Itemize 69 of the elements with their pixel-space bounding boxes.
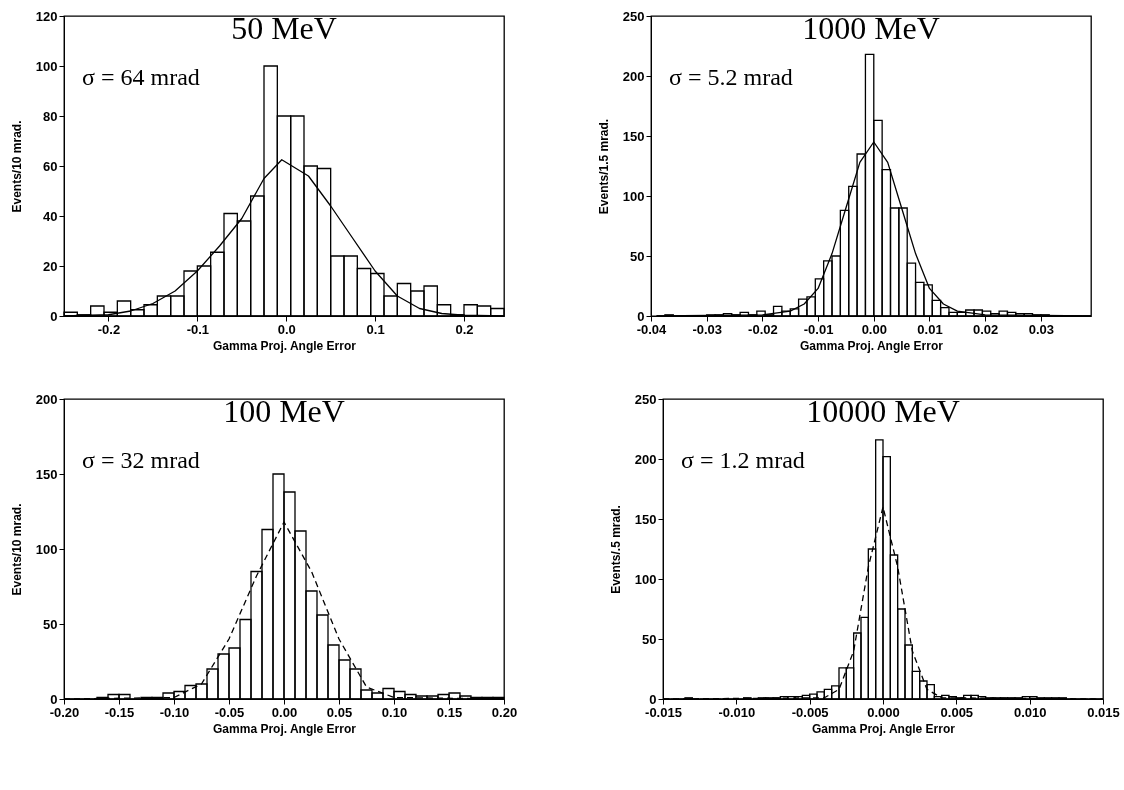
x-tick-label: -0.02 — [748, 321, 778, 337]
annotation: σ = 64 mrad — [82, 64, 200, 90]
y-tick-label: 50 — [43, 616, 58, 632]
x-tick-label: 0.010 — [1013, 704, 1047, 720]
x-axis-title: Gamma Proj. Angle Error — [800, 338, 944, 353]
x-tick-label: 0.03 — [1028, 321, 1055, 337]
x-axis-title: Gamma Proj. Angle Error — [213, 338, 357, 353]
x-tick-label: 0.015 — [1087, 704, 1120, 720]
x-tick-label: -0.10 — [159, 704, 190, 720]
y-tick-label: 0 — [50, 691, 58, 707]
x-tick-label: -0.010 — [718, 704, 756, 720]
x-tick-label: 0.15 — [436, 704, 463, 720]
y-tick-label: 20 — [43, 258, 58, 274]
y-tick-label: 100 — [35, 541, 58, 557]
y-axis-title: Events/1.5 mrad. — [596, 118, 611, 215]
x-tick-label: 0.10 — [381, 704, 408, 720]
x-tick-label: -0.1 — [186, 321, 210, 337]
y-axis-title: Events/10 mrad. — [9, 120, 24, 213]
x-tick-label: -0.01 — [803, 321, 834, 337]
x-tick-label: 0.05 — [326, 704, 353, 720]
x-tick-label: -0.03 — [692, 321, 723, 337]
y-tick-label: 60 — [43, 158, 58, 174]
x-tick-label: -0.04 — [636, 321, 668, 337]
annotation: σ = 32 mrad — [82, 447, 200, 473]
x-tick-label: 0.20 — [491, 704, 518, 720]
y-tick-label: 200 — [622, 68, 645, 84]
chart-title: 50 MeV — [231, 10, 337, 46]
x-tick-label: -0.2 — [97, 321, 121, 337]
x-tick-label: -0.20 — [49, 704, 80, 720]
x-tick-label: 0.0 — [277, 321, 296, 337]
chart-title: 100 MeV — [223, 393, 345, 429]
x-tick-label: -0.15 — [104, 704, 135, 720]
x-tick-label: 0.00 — [861, 321, 887, 337]
x-tick-label: -0.05 — [214, 704, 245, 720]
chart-title: 1000 MeV — [802, 10, 940, 46]
y-tick-label: 50 — [642, 631, 657, 647]
y-tick-label: 0 — [50, 308, 58, 324]
y-tick-label: 40 — [43, 208, 58, 224]
y-tick-label: 100 — [35, 58, 58, 74]
y-tick-label: 120 — [35, 8, 58, 24]
y-tick-label: 150 — [35, 466, 58, 482]
chart-title: 10000 MeV — [806, 393, 960, 429]
y-tick-label: 0 — [649, 691, 657, 707]
y-tick-label: 150 — [622, 128, 645, 144]
y-axis-title: Events/.5 mrad. — [608, 505, 623, 594]
annotation: σ = 1.2 mrad — [681, 447, 805, 473]
x-tick-label: 0.00 — [271, 704, 298, 720]
y-tick-label: 250 — [634, 391, 657, 407]
y-axis-title: Events/10 mrad. — [9, 503, 24, 596]
y-tick-label: 250 — [622, 8, 645, 24]
x-axis-title: Gamma Proj. Angle Error — [213, 721, 357, 736]
annotation: σ = 5.2 mrad — [669, 64, 793, 90]
x-tick-label: 0.000 — [867, 704, 900, 720]
x-tick-label: 0.02 — [973, 321, 999, 337]
y-tick-label: 150 — [634, 511, 657, 527]
x-axis-title: Gamma Proj. Angle Error — [812, 721, 956, 736]
x-tick-label: -0.005 — [791, 704, 829, 720]
x-tick-label: 0.01 — [917, 321, 943, 337]
y-tick-label: 100 — [622, 188, 645, 204]
y-tick-label: 0 — [637, 308, 645, 324]
x-tick-label: -0.015 — [645, 704, 682, 720]
x-tick-label: 0.1 — [366, 321, 385, 337]
y-tick-label: 200 — [35, 391, 58, 407]
y-tick-label: 50 — [630, 248, 645, 264]
x-tick-label: 0.005 — [940, 704, 974, 720]
y-tick-label: 200 — [634, 451, 657, 467]
x-tick-label: 0.2 — [455, 321, 474, 337]
y-tick-label: 80 — [43, 108, 58, 124]
y-tick-label: 100 — [634, 571, 657, 587]
